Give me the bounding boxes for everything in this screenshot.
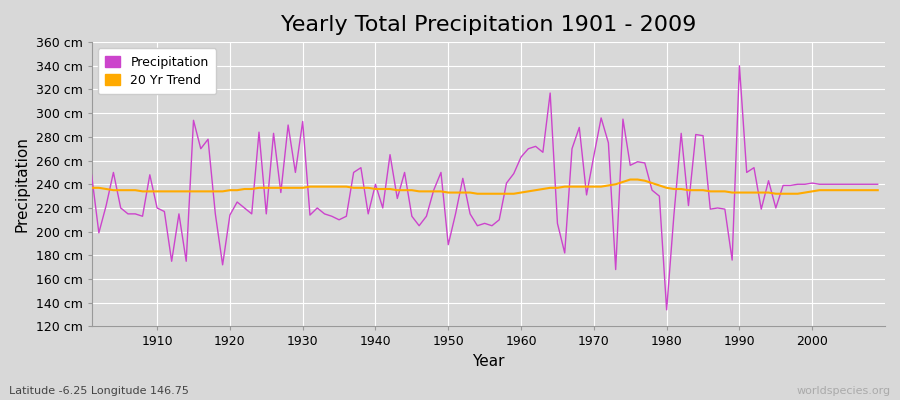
X-axis label: Year: Year (472, 354, 505, 369)
Y-axis label: Precipitation: Precipitation (15, 136, 30, 232)
Text: Latitude -6.25 Longitude 146.75: Latitude -6.25 Longitude 146.75 (9, 386, 189, 396)
Text: worldspecies.org: worldspecies.org (796, 386, 891, 396)
Title: Yearly Total Precipitation 1901 - 2009: Yearly Total Precipitation 1901 - 2009 (281, 15, 696, 35)
Legend: Precipitation, 20 Yr Trend: Precipitation, 20 Yr Trend (98, 48, 216, 94)
